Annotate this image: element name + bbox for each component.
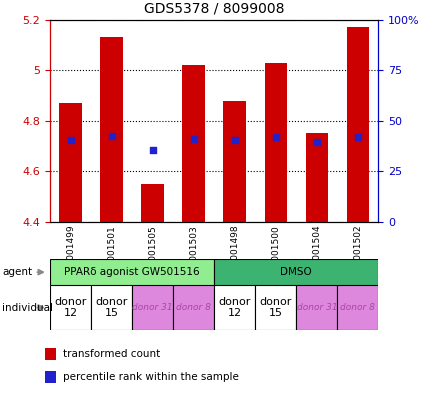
Point <box>190 136 197 142</box>
Bar <box>59 103 82 222</box>
Point <box>67 137 74 143</box>
Bar <box>296 285 337 330</box>
Point <box>312 139 319 145</box>
Point <box>149 147 156 153</box>
Point <box>272 134 279 140</box>
Bar <box>337 285 378 330</box>
Text: donor 31: donor 31 <box>132 303 173 312</box>
Point <box>108 133 115 139</box>
Title: GDS5378 / 8099008: GDS5378 / 8099008 <box>144 2 284 16</box>
Text: donor
15: donor 15 <box>259 297 291 318</box>
Bar <box>45 371 56 383</box>
Text: donor
15: donor 15 <box>95 297 128 318</box>
Bar <box>100 37 123 222</box>
Bar <box>132 285 173 330</box>
Point <box>231 137 238 143</box>
Text: donor 31: donor 31 <box>296 303 336 312</box>
Bar <box>91 285 132 330</box>
Text: transformed count: transformed count <box>63 349 160 359</box>
Bar <box>50 285 91 330</box>
Bar <box>214 285 255 330</box>
Point <box>354 134 361 140</box>
Bar <box>50 259 214 285</box>
Text: percentile rank within the sample: percentile rank within the sample <box>63 372 239 382</box>
Bar <box>223 101 246 222</box>
Bar <box>45 347 56 360</box>
Text: donor 8: donor 8 <box>176 303 210 312</box>
Bar <box>173 285 214 330</box>
Text: individual: individual <box>2 303 53 312</box>
Text: PPARδ agonist GW501516: PPARδ agonist GW501516 <box>64 267 200 277</box>
Text: DMSO: DMSO <box>280 267 312 277</box>
Text: agent: agent <box>2 267 32 277</box>
Bar <box>305 134 327 222</box>
Text: donor
12: donor 12 <box>54 297 86 318</box>
Text: donor
12: donor 12 <box>218 297 250 318</box>
Bar <box>255 285 296 330</box>
Bar <box>214 259 378 285</box>
Text: donor 8: donor 8 <box>340 303 375 312</box>
Bar <box>264 62 286 222</box>
Bar <box>141 184 164 222</box>
Bar <box>182 65 204 222</box>
Bar <box>346 27 368 222</box>
